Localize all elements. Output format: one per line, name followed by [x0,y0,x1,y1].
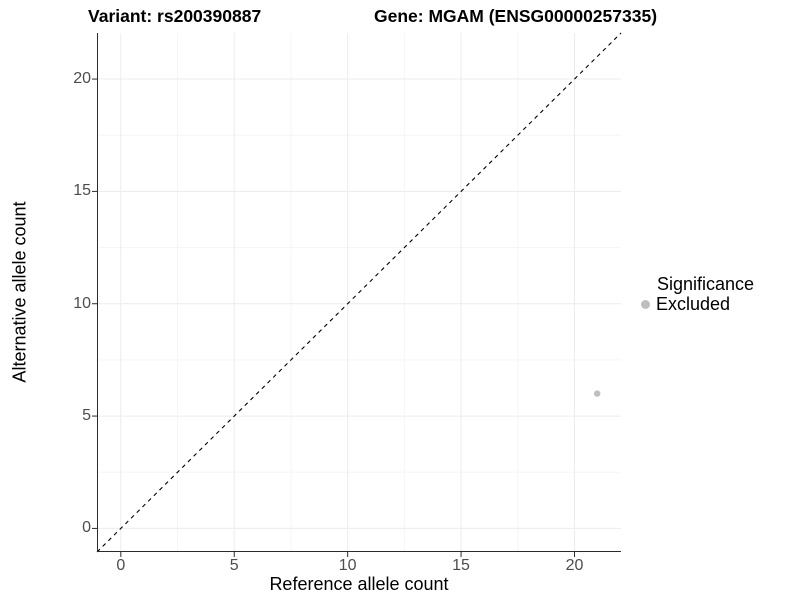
variant-title: Variant: rs200390887 [88,6,262,26]
y-tick-label: 5 [82,407,91,425]
data-point [593,390,601,397]
y-tick-label: 15 [73,182,91,200]
y-tick-label: 10 [73,294,91,312]
x-tick-label: 5 [229,557,239,574]
legend-item-label: Excluded [656,294,731,314]
excluded-point-icon [641,300,650,309]
y-axis-title: Alternative allele count [9,201,29,383]
legend: Significance Excluded [641,275,754,314]
plot-panel [92,32,622,557]
legend-title: Significance [657,274,755,294]
x-axis-title: Reference allele count [269,574,449,594]
y-tick-label: 0 [82,519,91,537]
identity-reference-line [96,32,622,553]
y-tick-label: 20 [73,70,91,88]
x-tick-label: 0 [116,557,126,574]
x-tick-label: 15 [452,557,470,574]
legend-item-excluded: Excluded [641,295,754,314]
x-tick-label: 10 [338,557,357,574]
x-tick-label: 20 [565,557,584,574]
gene-title: Gene: MGAM (ENSG00000257335) [374,6,658,26]
